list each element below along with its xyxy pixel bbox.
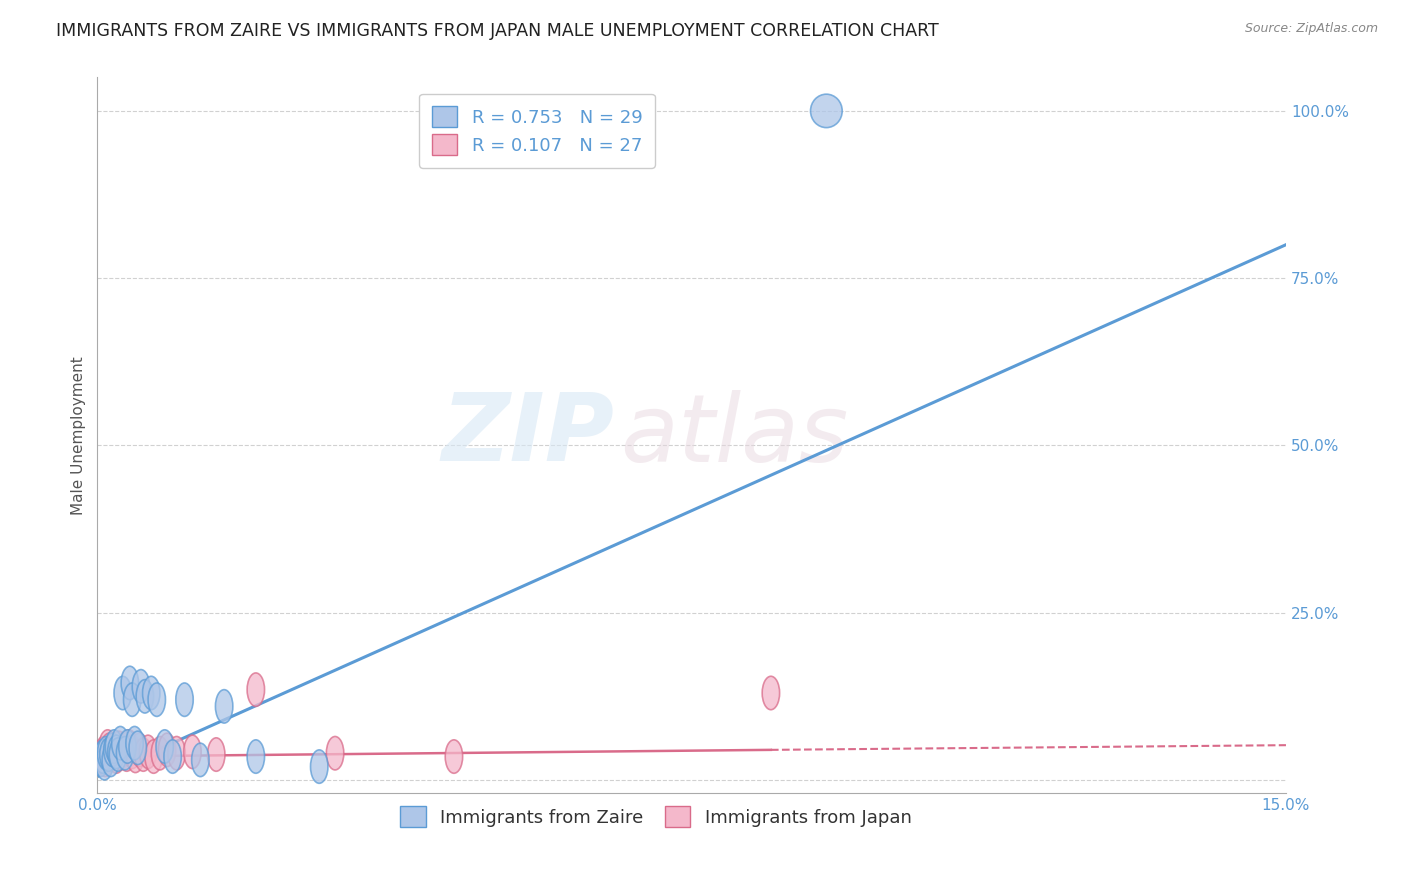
Ellipse shape — [127, 739, 143, 772]
Ellipse shape — [446, 739, 463, 773]
Ellipse shape — [311, 750, 328, 783]
Ellipse shape — [96, 747, 114, 780]
Ellipse shape — [91, 743, 110, 777]
Ellipse shape — [94, 739, 111, 773]
Ellipse shape — [97, 737, 115, 770]
Ellipse shape — [115, 733, 134, 766]
Text: ZIP: ZIP — [441, 390, 614, 482]
Ellipse shape — [215, 690, 233, 723]
Ellipse shape — [105, 735, 122, 769]
Ellipse shape — [145, 739, 162, 773]
Ellipse shape — [96, 737, 112, 770]
Ellipse shape — [117, 737, 134, 770]
Ellipse shape — [103, 743, 120, 777]
Ellipse shape — [124, 735, 141, 769]
Ellipse shape — [132, 670, 149, 703]
Ellipse shape — [131, 733, 148, 766]
Ellipse shape — [176, 683, 193, 716]
Ellipse shape — [191, 743, 209, 777]
Ellipse shape — [97, 743, 114, 777]
Ellipse shape — [121, 730, 138, 764]
Ellipse shape — [110, 738, 127, 772]
Ellipse shape — [98, 730, 117, 764]
Ellipse shape — [167, 737, 186, 770]
Ellipse shape — [762, 676, 779, 710]
Ellipse shape — [110, 731, 128, 764]
Ellipse shape — [121, 666, 139, 699]
Ellipse shape — [124, 683, 141, 716]
Ellipse shape — [135, 738, 152, 772]
Ellipse shape — [148, 683, 166, 716]
Ellipse shape — [108, 735, 125, 769]
Ellipse shape — [142, 676, 160, 710]
Ellipse shape — [184, 735, 201, 769]
Ellipse shape — [103, 738, 121, 772]
Ellipse shape — [100, 733, 118, 766]
Ellipse shape — [111, 726, 129, 760]
Ellipse shape — [208, 738, 225, 772]
Text: IMMIGRANTS FROM ZAIRE VS IMMIGRANTS FROM JAPAN MALE UNEMPLOYMENT CORRELATION CHA: IMMIGRANTS FROM ZAIRE VS IMMIGRANTS FROM… — [56, 22, 939, 40]
Ellipse shape — [247, 739, 264, 773]
Ellipse shape — [114, 676, 131, 710]
Legend: Immigrants from Zaire, Immigrants from Japan: Immigrants from Zaire, Immigrants from J… — [394, 799, 920, 834]
Ellipse shape — [810, 95, 842, 128]
Ellipse shape — [129, 731, 146, 764]
Ellipse shape — [139, 735, 157, 769]
Ellipse shape — [247, 673, 264, 706]
Ellipse shape — [156, 730, 173, 764]
Ellipse shape — [100, 738, 117, 772]
Ellipse shape — [165, 739, 181, 773]
Ellipse shape — [152, 737, 169, 770]
Ellipse shape — [93, 739, 110, 773]
Ellipse shape — [105, 730, 122, 764]
Ellipse shape — [127, 726, 143, 760]
Ellipse shape — [326, 737, 344, 770]
Y-axis label: Male Unemployment: Male Unemployment — [72, 356, 86, 515]
Ellipse shape — [108, 739, 125, 773]
Ellipse shape — [159, 733, 176, 766]
Ellipse shape — [104, 733, 121, 766]
Ellipse shape — [112, 737, 129, 770]
Ellipse shape — [118, 738, 135, 772]
Text: atlas: atlas — [620, 390, 849, 481]
Ellipse shape — [118, 730, 136, 764]
Ellipse shape — [136, 680, 153, 713]
Text: Source: ZipAtlas.com: Source: ZipAtlas.com — [1244, 22, 1378, 36]
